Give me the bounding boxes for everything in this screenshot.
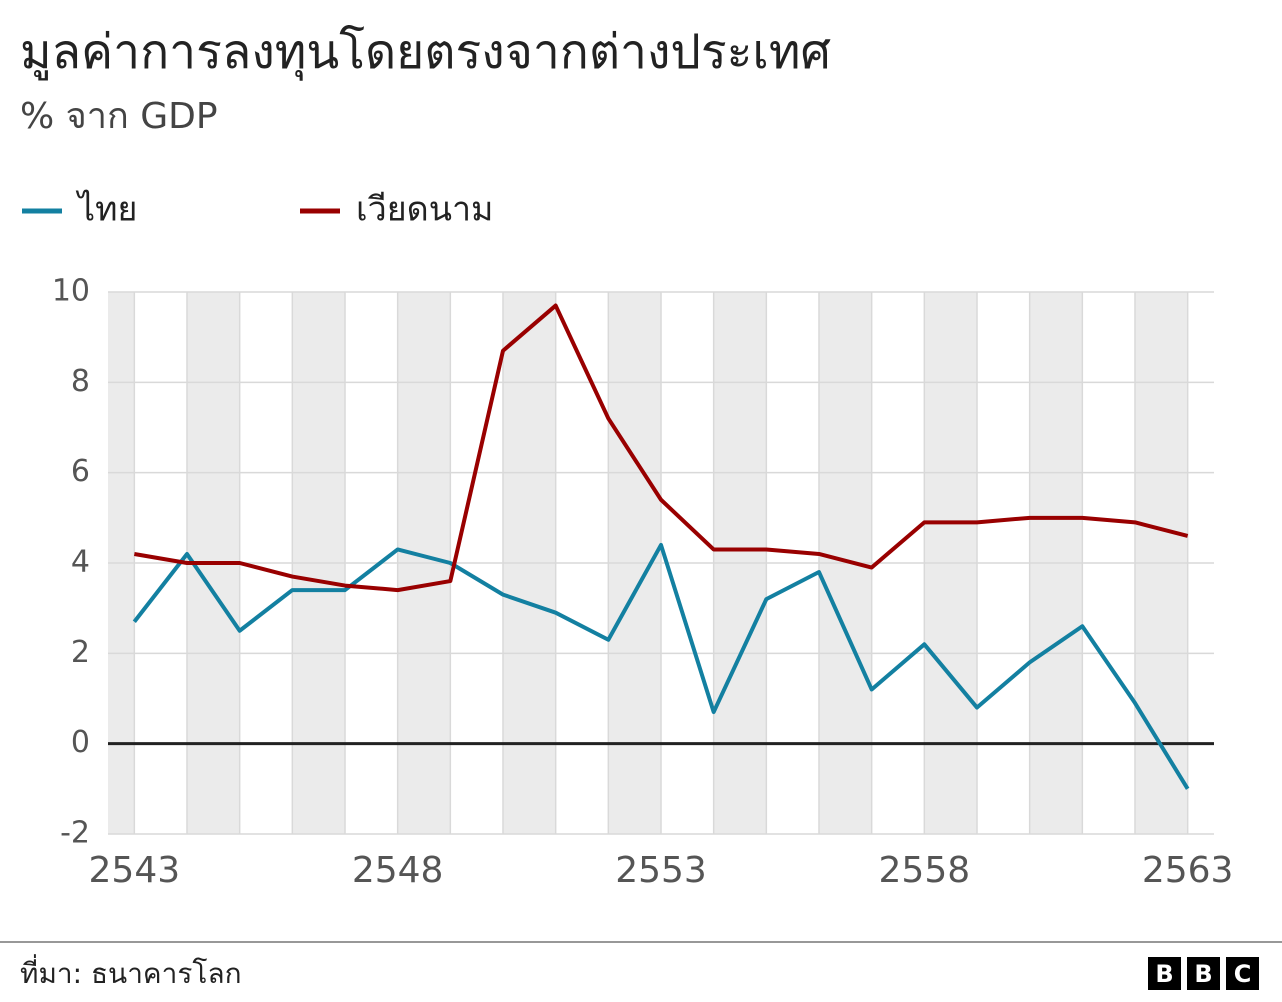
y-tick-label: 10 xyxy=(52,274,90,309)
y-tick-label: 0 xyxy=(71,725,90,760)
x-tick-label: 2543 xyxy=(89,850,181,891)
x-tick-label: 2558 xyxy=(879,850,971,891)
logo-letter: C xyxy=(1234,960,1252,988)
logo-letter: B xyxy=(1194,960,1212,988)
logo-box xyxy=(1187,957,1220,990)
y-tick-label: 2 xyxy=(71,635,90,670)
legend-label: เวียดนาม xyxy=(356,190,493,230)
logo-box xyxy=(1226,957,1259,990)
x-tick-label: 2548 xyxy=(352,850,444,891)
y-tick-label: 8 xyxy=(71,364,90,399)
x-tick-label: 2553 xyxy=(615,850,707,891)
source: ที่มา: ธนาคารโลก xyxy=(20,954,242,990)
chart-title: มูลค่าการลงทุนโดยตรงจากต่างประเทศ xyxy=(20,24,831,81)
y-tick-label: -2 xyxy=(60,816,90,851)
chart-subtitle: % จาก GDP xyxy=(20,96,218,137)
logo-letter: B xyxy=(1155,960,1173,988)
legend-label: ไทย xyxy=(75,190,137,230)
y-tick-label: 6 xyxy=(71,454,90,489)
logo-box xyxy=(1148,957,1181,990)
x-tick-label: 2563 xyxy=(1142,850,1234,891)
series-line xyxy=(132,542,1190,790)
series-line xyxy=(133,303,1189,593)
y-tick-label: 4 xyxy=(71,545,90,580)
